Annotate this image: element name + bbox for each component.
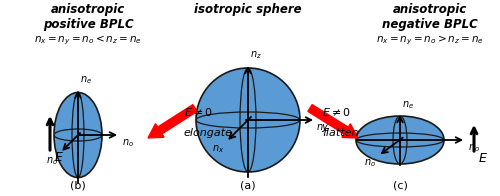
Text: $n_x$: $n_x$ <box>212 143 224 155</box>
Text: (b): (b) <box>70 180 86 190</box>
FancyArrow shape <box>308 105 358 138</box>
Text: $n_e$: $n_e$ <box>402 99 414 111</box>
Text: isotropic sphere: isotropic sphere <box>194 3 302 16</box>
Text: $E \neq 0$: $E \neq 0$ <box>322 106 351 118</box>
Text: $n_o$: $n_o$ <box>122 137 134 149</box>
Text: $E$: $E$ <box>478 152 488 165</box>
Text: $n_o$: $n_o$ <box>46 155 58 167</box>
Text: flatten: flatten <box>322 128 358 138</box>
Text: (a): (a) <box>240 180 256 190</box>
Text: $n_z$: $n_z$ <box>250 49 262 61</box>
Text: $n_o$: $n_o$ <box>364 157 376 169</box>
Ellipse shape <box>196 68 300 172</box>
Ellipse shape <box>54 93 102 178</box>
Text: ny: ny <box>317 122 329 132</box>
Text: $E \neq 0$: $E \neq 0$ <box>184 106 212 118</box>
Text: anisotropic
positive BPLC: anisotropic positive BPLC <box>42 3 134 31</box>
Text: (c): (c) <box>392 180 407 190</box>
Text: anisotropic
negative BPLC: anisotropic negative BPLC <box>382 3 478 31</box>
Ellipse shape <box>356 116 444 164</box>
Text: $n_e$: $n_e$ <box>80 74 92 85</box>
Text: elongate: elongate <box>184 128 232 138</box>
Text: $n_x = n_y = n_o > n_z = n_e$: $n_x = n_y = n_o > n_z = n_e$ <box>376 34 484 47</box>
Text: $n_o$: $n_o$ <box>468 142 480 154</box>
Text: $E$: $E$ <box>54 151 64 164</box>
Text: $n_x = n_y = n_o < n_z = n_e$: $n_x = n_y = n_o < n_z = n_e$ <box>34 34 142 47</box>
FancyArrow shape <box>148 105 197 138</box>
